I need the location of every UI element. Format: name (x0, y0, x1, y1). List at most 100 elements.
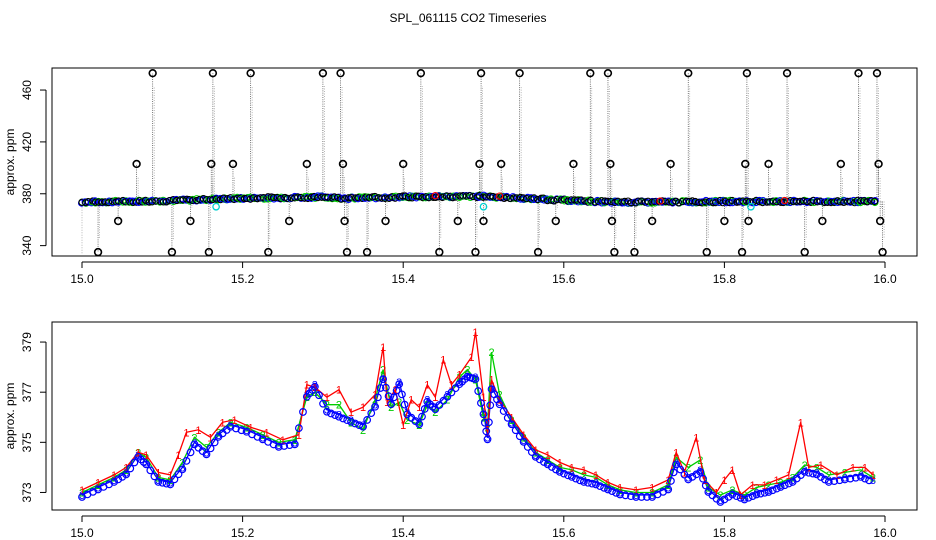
series-point-label: 1 (296, 430, 302, 442)
data-point (865, 476, 874, 485)
series-point-label: 3 (790, 475, 796, 487)
data-point (186, 448, 195, 457)
data-point (696, 467, 705, 476)
data-point (138, 198, 146, 206)
series-point-label: 2 (388, 402, 394, 414)
x-tick-label: 15.6 (552, 272, 576, 286)
series-point-label: 1 (693, 432, 699, 444)
data-point (104, 198, 113, 207)
series-point-label: 1 (593, 470, 599, 482)
data-point (273, 193, 281, 202)
series-point-label: 1 (360, 402, 366, 414)
data-point (226, 422, 235, 431)
outlier-point (603, 68, 613, 78)
outlier-point (800, 247, 809, 256)
series-point-label: 3 (444, 390, 450, 402)
series-point-label: 2 (753, 482, 759, 494)
series-point-label: 3 (372, 400, 378, 412)
data-point (656, 197, 664, 205)
outlier-point (610, 247, 619, 256)
cyan-point (747, 202, 755, 211)
data-point (495, 192, 504, 200)
y-tick-label: 373 (20, 482, 34, 502)
series-point-label: 1 (384, 397, 390, 409)
data-point (688, 472, 697, 481)
data-point (351, 419, 360, 428)
series-point-label: 1 (167, 470, 173, 482)
data-point (553, 195, 561, 204)
data-point (460, 375, 469, 383)
data-point (821, 475, 829, 484)
series-point-label: 1 (633, 485, 639, 497)
series-point-label: 3 (396, 377, 402, 389)
series-point-label: 2 (802, 460, 808, 472)
data-point (564, 471, 572, 480)
data-point (711, 198, 720, 207)
data-point (684, 475, 693, 484)
data-point (122, 470, 131, 479)
data-point (274, 442, 283, 451)
data-point (87, 199, 96, 207)
series-point-label: 2 (858, 465, 864, 477)
data-point (603, 197, 612, 206)
outlier-point (666, 159, 675, 169)
x-tick-label: 15.8 (713, 272, 737, 286)
series-point-label: 2 (312, 387, 318, 399)
outlier-point (744, 216, 753, 226)
data-point (337, 195, 345, 203)
series-point-label: 3 (348, 415, 354, 427)
data-point (400, 400, 409, 409)
series-point-label: 3 (842, 472, 848, 484)
data-point (661, 197, 669, 206)
data-point (150, 472, 159, 481)
data-point (507, 420, 516, 429)
data-point (343, 416, 352, 425)
data-point (519, 194, 527, 202)
data-point (765, 198, 774, 206)
series-point-label: 1 (380, 342, 386, 354)
series-point-label: 2 (396, 397, 402, 409)
series-point-label: 1 (862, 462, 868, 474)
series-point-label: 1 (774, 475, 780, 487)
outlier-point (284, 216, 294, 226)
outlier-point (684, 68, 693, 78)
series-point-label: 3 (778, 480, 784, 492)
data-point (728, 490, 737, 499)
data-point (523, 443, 532, 451)
data-point (840, 475, 849, 484)
data-point (130, 458, 139, 467)
data-point (299, 408, 307, 416)
data-point (94, 198, 103, 206)
series-point-label: 1 (155, 467, 161, 479)
series-point-label: 3 (79, 490, 85, 502)
series-point-label: 1 (440, 355, 446, 367)
series-point-label: 1 (448, 380, 454, 392)
outlier-point (186, 216, 195, 226)
data-point (154, 478, 163, 486)
outlier-point (515, 68, 524, 78)
series-point-label: 2 (432, 407, 438, 419)
circle-markers (78, 372, 874, 506)
cyan-points (212, 202, 755, 211)
y-tick-label: 340 (20, 235, 34, 255)
series-point-label: 3 (203, 447, 209, 459)
series-point-label: 2 (348, 417, 354, 429)
outlier-point (854, 68, 863, 78)
series-point-label: 1 (569, 462, 575, 474)
data-point (756, 489, 765, 498)
series-point-label: 1 (488, 375, 494, 387)
series-point-label: 1 (557, 457, 563, 469)
series-point-label: 3 (380, 372, 386, 384)
series-point-label: 2 (336, 400, 342, 412)
series-point-label: 3 (360, 420, 366, 432)
outlier-point (606, 159, 615, 169)
data-point (527, 448, 536, 456)
series-point-label: 1 (175, 450, 181, 462)
series-point-label: 1 (336, 385, 342, 397)
data-point (381, 194, 389, 203)
outlier-point (435, 247, 444, 256)
data-point (404, 193, 413, 202)
data-point (744, 493, 753, 502)
data-point (835, 476, 844, 485)
outlier-point (872, 68, 882, 78)
